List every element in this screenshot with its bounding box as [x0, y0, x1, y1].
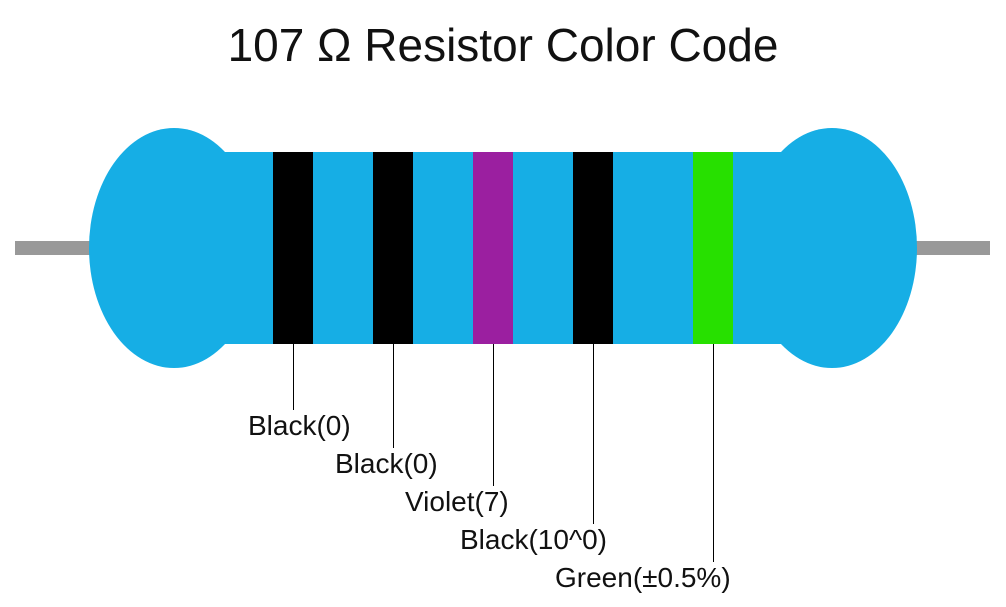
leader-line-5	[713, 344, 714, 562]
band-3	[473, 152, 513, 344]
leader-line-3	[493, 344, 494, 486]
leader-line-4	[593, 344, 594, 524]
band-label-1: Black(0)	[248, 410, 351, 442]
band-label-3: Violet(7)	[405, 486, 509, 518]
band-1	[273, 152, 313, 344]
leader-line-1	[293, 344, 294, 410]
resistor-body	[197, 152, 809, 344]
leader-line-2	[393, 344, 394, 448]
diagram-title: 107 Ω Resistor Color Code	[0, 18, 1006, 72]
band-label-4: Black(10^0)	[460, 524, 607, 556]
band-5	[693, 152, 733, 344]
band-2	[373, 152, 413, 344]
band-label-2: Black(0)	[335, 448, 438, 480]
band-4	[573, 152, 613, 344]
band-label-5: Green(±0.5%)	[555, 562, 731, 594]
diagram-stage: 107 Ω Resistor Color Code Black(0) Black…	[0, 0, 1006, 607]
